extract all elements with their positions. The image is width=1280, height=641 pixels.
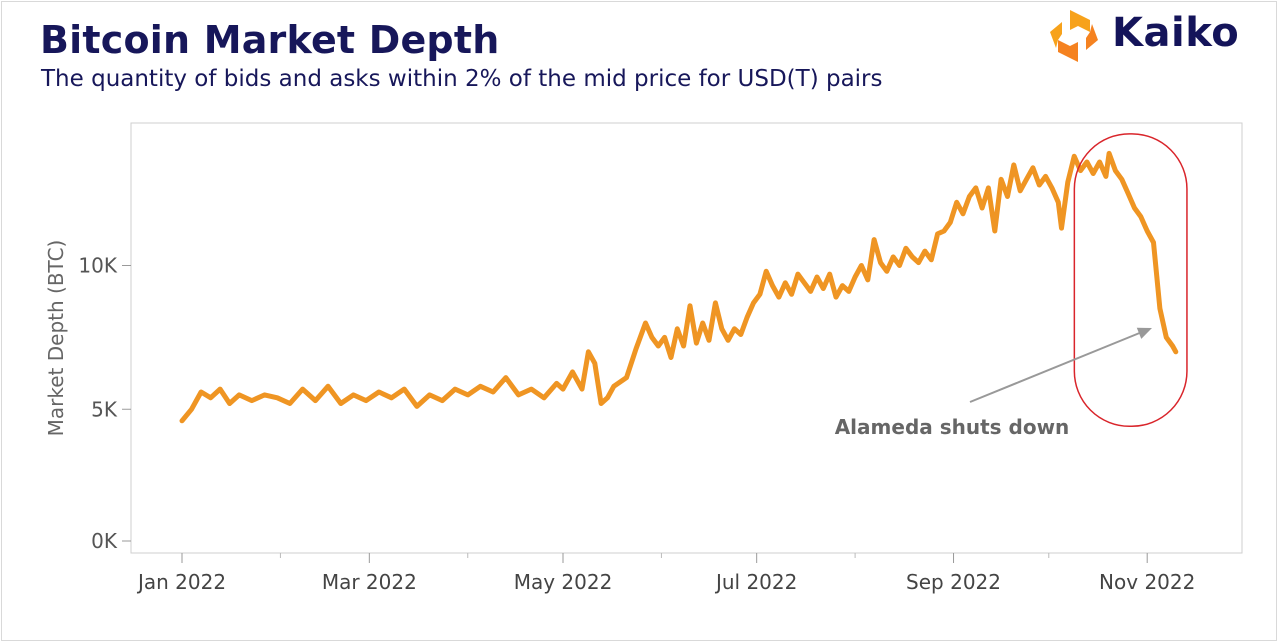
x-axis: Jan 2022 Mar 2022 May 2022 Jul 2022 Sep 2022…	[136, 553, 1195, 594]
market-depth-chart: 0K 5K 10K Jan 2022 Mar 2022 May 2022 Jul 2022…	[44, 122, 1243, 594]
y-tick-label: 10K	[78, 254, 117, 278]
x-tick-label: Nov 2022	[1099, 570, 1195, 594]
x-tick-label: Jul 2022	[714, 570, 797, 594]
x-tick-label: Sep 2022	[906, 570, 1001, 594]
highlight-ellipse	[1073, 133, 1188, 427]
chart-subtitle: The quantity of bids and asks within 2% …	[41, 66, 883, 92]
y-tick-label: 0K	[91, 529, 118, 553]
x-tick-label: Mar 2022	[322, 570, 417, 594]
market-depth-series-line	[179, 150, 1179, 424]
kaiko-logo-icon	[1050, 10, 1098, 62]
annotation-text: Alameda shuts down	[835, 415, 1070, 439]
chart-title: Bitcoin Market Depth	[40, 18, 500, 62]
y-axis-label: Market Depth (BTC)	[44, 240, 68, 437]
x-tick-label: May 2022	[514, 570, 613, 594]
y-axis: 0K 5K 10K	[78, 254, 131, 553]
brand-name: Kaiko	[1112, 10, 1240, 56]
annotation-arrowhead	[1136, 327, 1152, 339]
y-tick-label: 5K	[91, 397, 118, 421]
plot-area	[130, 122, 1243, 554]
x-tick-label: Jan 2022	[136, 570, 226, 594]
annotation-arrow	[969, 331, 1143, 403]
